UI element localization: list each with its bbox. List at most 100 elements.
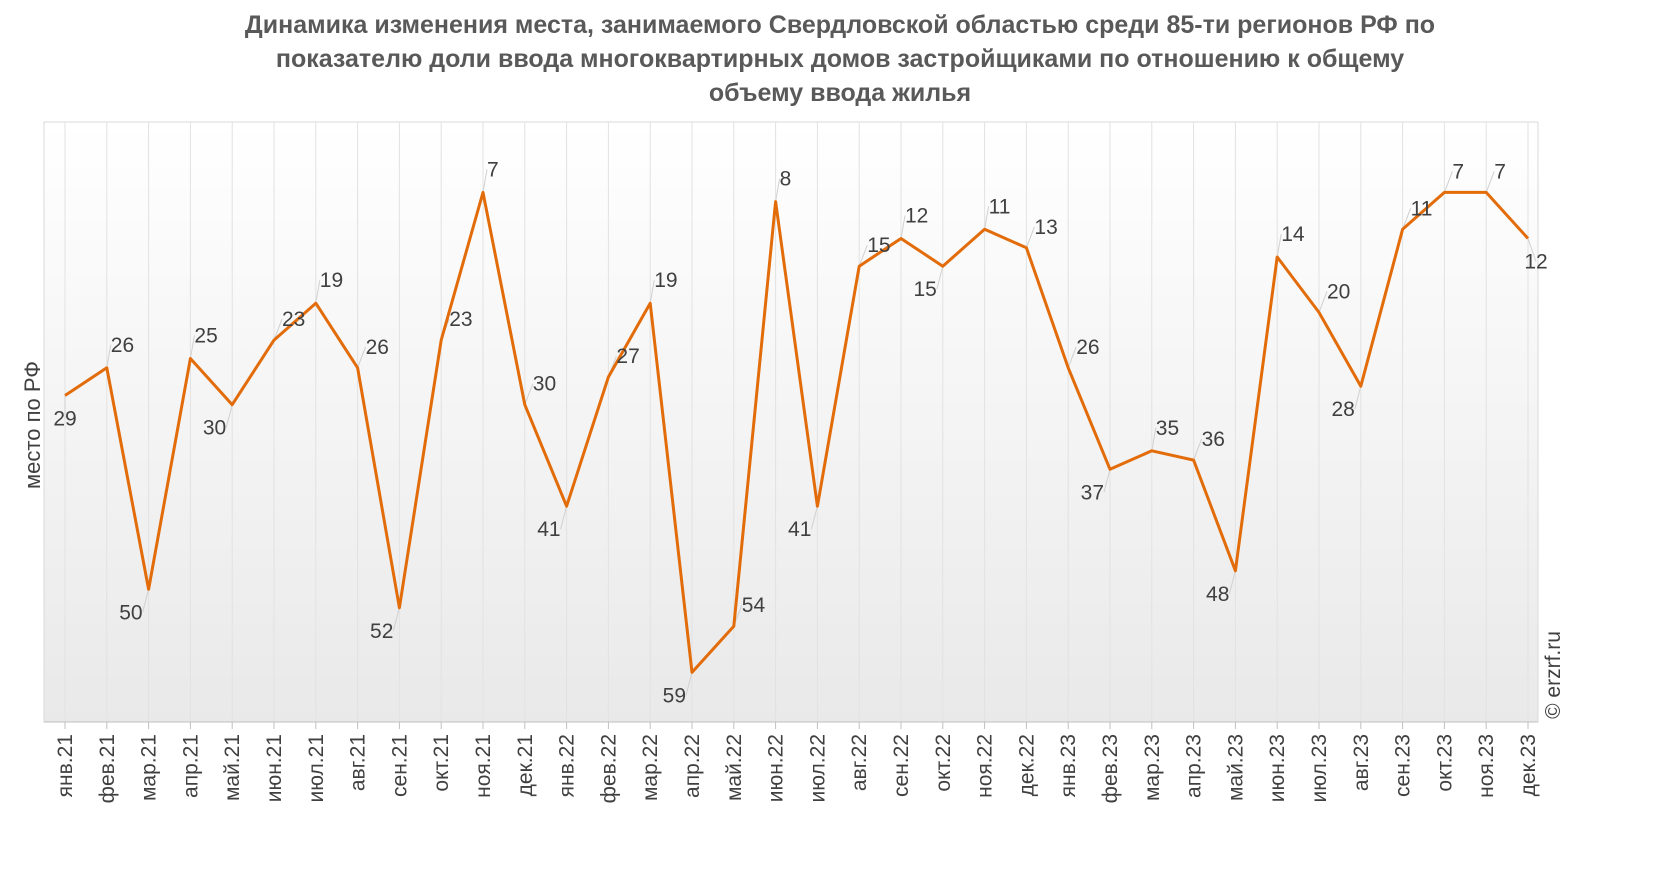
chart-title-line-3: объему ввода жилья <box>708 79 972 107</box>
data-label: 54 <box>742 594 766 617</box>
watermark: © erzrf.ru <box>1542 631 1565 719</box>
x-tick-label: дек.21 <box>514 734 537 796</box>
data-label-leader <box>524 383 534 405</box>
data-label-leader <box>106 344 112 368</box>
data-label-leader <box>1151 427 1157 451</box>
data-label: 41 <box>788 518 811 541</box>
data-label: 7 <box>487 158 499 181</box>
data-labels: 29 26 50 25 30 23 19 26 52 23 7 30 41 27 19 59 54 8 41 15 12… <box>53 158 1547 707</box>
x-tick-label: ноя.23 <box>1475 734 1498 798</box>
data-label-leader <box>225 404 233 428</box>
data-label: 27 <box>616 345 639 368</box>
data-label: 8 <box>780 168 792 191</box>
x-tick-label: фев.21 <box>96 734 119 803</box>
data-label: 19 <box>654 269 677 292</box>
data-label-leader <box>984 206 990 230</box>
data-label-leader <box>1067 346 1077 368</box>
data-label: 7 <box>1494 160 1506 183</box>
x-tick-label: апр.21 <box>179 734 202 798</box>
data-label: 12 <box>1524 251 1547 274</box>
x-tick-label: окт.21 <box>430 734 453 792</box>
data-label: 19 <box>320 269 343 292</box>
x-tick-label: дек.23 <box>1517 734 1540 796</box>
x-tick-label: янв.21 <box>54 734 77 797</box>
data-label: 59 <box>663 684 686 707</box>
x-tick-label: май.23 <box>1224 734 1247 801</box>
data-label: 29 <box>53 407 76 430</box>
data-label: 26 <box>111 334 134 357</box>
data-label: 20 <box>1327 280 1350 303</box>
data-label: 37 <box>1081 481 1104 504</box>
x-tick-label: июн.21 <box>263 734 286 802</box>
data-label: 26 <box>1076 336 1099 359</box>
data-label-leader <box>315 280 321 304</box>
data-label-leader <box>1025 226 1035 248</box>
data-label-leader <box>1402 208 1412 230</box>
data-label: 30 <box>533 373 556 396</box>
x-tick-label: сен.22 <box>890 734 913 797</box>
data-label-leader <box>1485 171 1495 193</box>
data-label: 14 <box>1281 223 1305 246</box>
data-label-leader <box>189 335 195 359</box>
x-tick-label: янв.22 <box>556 734 579 797</box>
data-label: 15 <box>867 234 890 257</box>
data-label-leader <box>1276 233 1282 258</box>
data-label: 26 <box>366 336 389 359</box>
data-label: 35 <box>1156 417 1179 440</box>
data-label: 50 <box>119 601 142 624</box>
data-label: 41 <box>537 518 560 541</box>
data-label-leader <box>1103 469 1111 493</box>
series-line <box>64 190 1530 674</box>
data-label-leader <box>1354 386 1362 410</box>
data-label: 11 <box>989 195 1011 218</box>
data-label-leader <box>560 506 568 530</box>
data-label-leader <box>357 346 367 368</box>
data-label: 36 <box>1202 428 1225 451</box>
data-label: 28 <box>1331 398 1354 421</box>
x-tick-label: сен.21 <box>388 734 411 797</box>
x-tick-label: авг.22 <box>848 734 871 791</box>
chart-title: Динамика изменения места, занимаемого Св… <box>80 8 1600 110</box>
data-label-leader <box>1527 238 1537 262</box>
data-label-leader <box>142 589 150 613</box>
data-label-leader <box>392 607 400 631</box>
data-label: 48 <box>1206 583 1229 606</box>
x-tick-label: июл.22 <box>806 734 829 802</box>
x-tick-label: ноя.22 <box>974 734 997 798</box>
x-tick-label: апр.22 <box>681 734 704 798</box>
x-tick-label: июн.23 <box>1266 734 1289 802</box>
data-label-leader <box>482 169 488 193</box>
x-axis-ticks <box>64 722 1529 729</box>
plot-area <box>43 121 1539 723</box>
x-tick-label: ноя.21 <box>472 734 495 798</box>
x-tick-label: окт.23 <box>1433 734 1456 792</box>
x-tick-label: дек.22 <box>1015 734 1038 796</box>
data-label: 52 <box>370 620 393 643</box>
label-leader-lines <box>64 169 1537 696</box>
data-label-leader <box>1193 438 1203 461</box>
x-tick-label: фев.22 <box>597 734 620 803</box>
data-label-leader <box>858 245 868 267</box>
x-tick-label: май.21 <box>221 734 244 801</box>
data-label-leader <box>1443 171 1453 193</box>
x-tick-label: май.22 <box>723 734 746 801</box>
data-label: 23 <box>449 308 472 331</box>
data-label-leader <box>936 266 944 290</box>
data-label-leader <box>775 178 781 202</box>
data-label-leader <box>1228 570 1236 594</box>
x-tick-label: мар.23 <box>1141 734 1164 801</box>
data-label: 15 <box>913 278 936 301</box>
data-label-leader <box>685 672 693 696</box>
data-label: 11 <box>1411 197 1433 220</box>
y-axis-label: место по РФ <box>20 361 45 489</box>
x-tick-label: окт.22 <box>932 734 955 792</box>
x-tick-label: фев.23 <box>1099 734 1122 803</box>
data-label: 30 <box>203 417 226 440</box>
x-tick-label: авг.23 <box>1350 734 1373 791</box>
x-tick-label: янв.23 <box>1057 734 1080 797</box>
data-label: 12 <box>905 205 928 228</box>
chart-title-line-1: Динамика изменения места, занимаемого Св… <box>244 11 1436 39</box>
chart-title-line-2: показателю доли ввода многоквартирных до… <box>275 45 1405 73</box>
x-tick-label: мар.22 <box>639 734 662 801</box>
